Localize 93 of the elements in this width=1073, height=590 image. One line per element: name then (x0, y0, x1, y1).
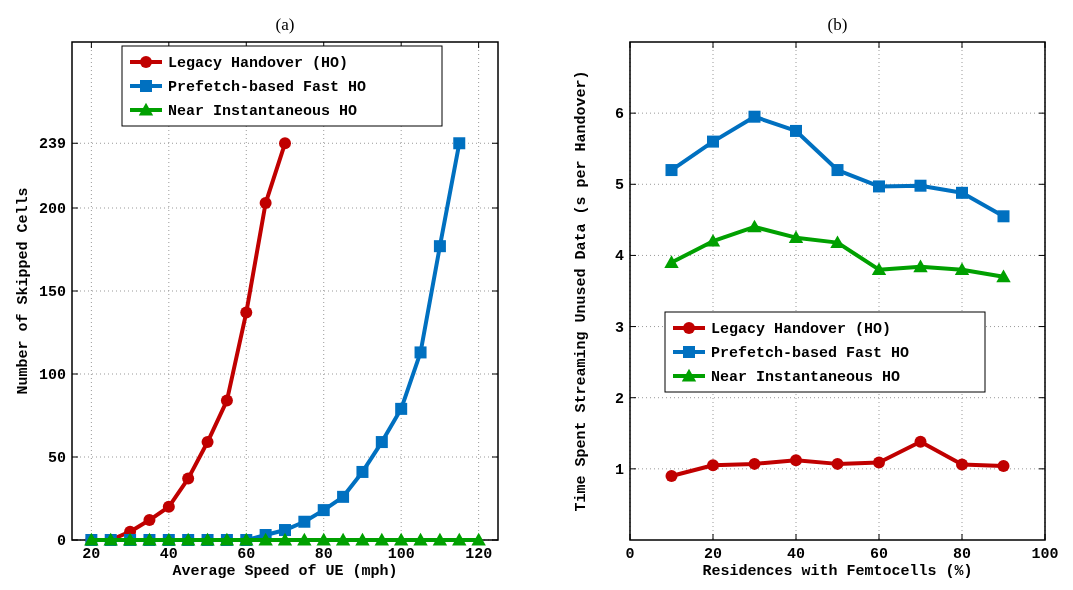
y-axis-title: Time Spent Streaming Unused Data (s per Handover) (573, 70, 590, 512)
point (182, 472, 195, 485)
point (298, 515, 311, 528)
point (413, 532, 428, 546)
point (220, 394, 233, 407)
point (279, 137, 291, 150)
point (201, 436, 214, 449)
y-tick-label: 6 (614, 106, 624, 124)
point (393, 532, 409, 546)
point (831, 164, 844, 177)
point (748, 110, 761, 123)
chart-title: (b) (827, 15, 848, 34)
point (914, 179, 927, 192)
point (258, 532, 273, 546)
legend-label: Near Instantaneous HO (168, 103, 358, 120)
point (259, 197, 272, 210)
y-tick-label: 100 (38, 367, 66, 384)
y-tick-label: 200 (38, 201, 66, 218)
point (665, 164, 678, 177)
point (374, 532, 390, 546)
point (831, 457, 844, 470)
point (830, 235, 845, 249)
point (748, 457, 761, 470)
chart-title: (a) (275, 15, 295, 34)
point (705, 234, 721, 247)
x-tick-label: 20 (703, 546, 723, 563)
point (873, 180, 885, 193)
legend-label: Near Instantaneous HO (711, 369, 901, 386)
x-axis-title: Average Speed of UE (mph) (172, 563, 398, 580)
point (240, 306, 253, 319)
y-tick-label: 2 (614, 390, 624, 408)
point (316, 532, 331, 546)
y-tick-label: 1 (614, 461, 624, 479)
point (453, 137, 466, 150)
legend-label: Prefetch-based Fast HO (711, 345, 910, 362)
point (790, 454, 802, 467)
x-tick-label: 40 (786, 546, 806, 563)
x-tick-label: 60 (869, 546, 889, 563)
point (277, 532, 293, 546)
point (356, 465, 369, 478)
point (914, 435, 927, 448)
point (375, 436, 388, 449)
y-tick-label: 150 (38, 284, 66, 301)
point (707, 459, 719, 472)
point (913, 259, 928, 273)
point (317, 504, 330, 517)
point (665, 469, 678, 482)
point (355, 532, 370, 546)
point (335, 532, 351, 546)
point (707, 135, 719, 148)
point (395, 402, 408, 415)
y-tick-label: 0 (56, 533, 66, 550)
point (337, 490, 350, 503)
point (162, 500, 175, 513)
y-axis-title: Number of Skipped Cells (15, 187, 32, 395)
x-tick-label: 40 (159, 546, 178, 563)
point (664, 255, 679, 268)
point (297, 532, 312, 546)
point (279, 524, 291, 537)
x-tick-label: 20 (82, 546, 101, 563)
x-tick-label: 120 (465, 546, 493, 563)
x-tick-label: 0 (625, 546, 635, 563)
y-tick-label: 239 (38, 136, 66, 154)
y-tick-label: 3 (614, 319, 624, 337)
point (433, 240, 446, 253)
point (414, 346, 427, 359)
point (956, 458, 968, 471)
point (788, 230, 804, 244)
point (790, 124, 802, 137)
x-axis-title: Residences with Femtocells (%) (702, 563, 973, 580)
point (996, 269, 1011, 283)
point (997, 460, 1010, 473)
y-tick-label: 50 (47, 450, 66, 467)
point (997, 210, 1010, 223)
legend-label: Legacy Handover (HO) (168, 55, 349, 72)
point (452, 532, 467, 546)
point (871, 262, 887, 276)
x-tick-label: 80 (314, 546, 333, 563)
x-tick-label: 100 (1031, 546, 1059, 563)
x-tick-label: 80 (952, 546, 972, 563)
point (873, 456, 885, 469)
point (954, 262, 970, 276)
legend-label: Prefetch-based Fast HO (168, 79, 367, 96)
y-tick-label: 4 (614, 248, 624, 266)
point (143, 514, 156, 527)
y-tick-label: 5 (614, 177, 624, 195)
x-tick-label: 100 (387, 546, 415, 563)
x-tick-label: 60 (237, 546, 256, 563)
point (956, 186, 968, 199)
point (432, 532, 448, 546)
point (471, 532, 486, 546)
point (747, 219, 762, 233)
legend-label: Legacy Handover (HO) (711, 321, 892, 338)
